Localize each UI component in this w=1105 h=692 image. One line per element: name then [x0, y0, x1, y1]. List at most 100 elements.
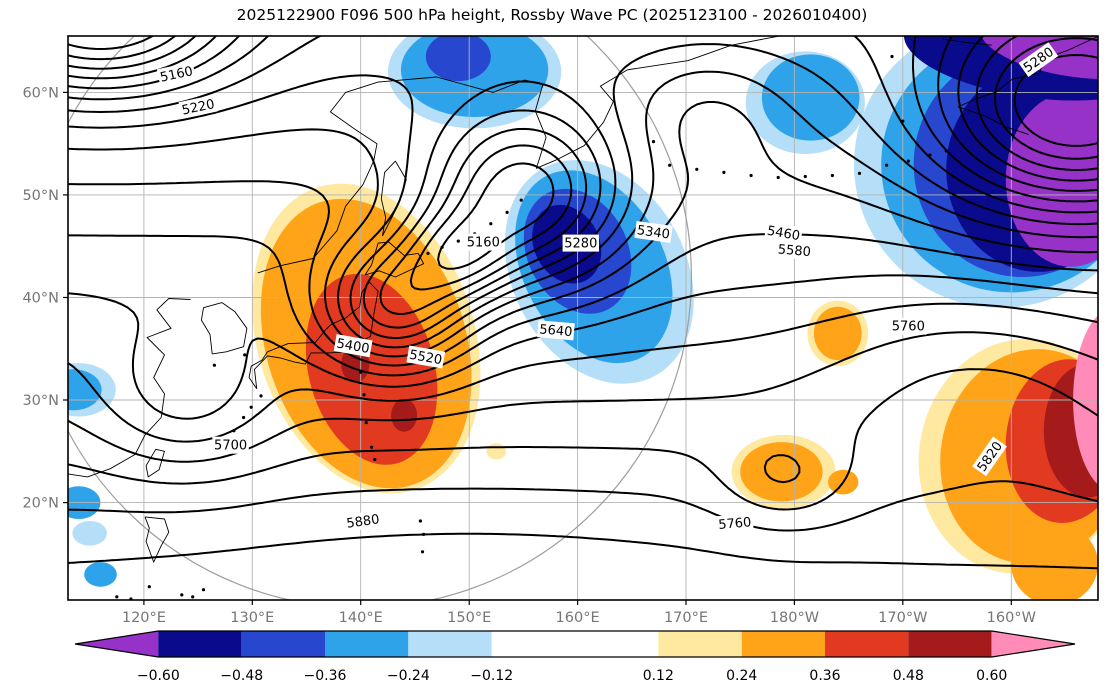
contour-label-bg — [343, 510, 383, 532]
contour-label-bg — [775, 240, 814, 261]
colorbar-outline — [74, 630, 1076, 658]
y-axis-tick-label: 30°N — [22, 393, 59, 409]
coastline — [68, 298, 191, 478]
contour-line — [68, 36, 1098, 329]
colorbar-tick-label: −0.60 — [137, 668, 180, 684]
colorbar-segment — [908, 631, 992, 657]
contour-label-bg — [1018, 42, 1059, 78]
contour-label-text: 5160 — [467, 236, 500, 251]
y-axis-tick-label: 50°N — [22, 188, 59, 204]
contour-label-text: 5580 — [777, 242, 811, 260]
colorbar-tick-label: 0.24 — [726, 668, 757, 684]
island-point — [668, 163, 672, 167]
x-axis-tick-label: 150°E — [447, 610, 491, 626]
coastline — [200, 302, 248, 355]
colorbar-tick-label: 0.48 — [893, 668, 924, 684]
contour-line — [68, 36, 1098, 291]
shade-region — [72, 521, 107, 546]
contour-label: 5760 — [890, 317, 927, 335]
x-axis-tick-label: 140°E — [339, 610, 383, 626]
contour-label-bg — [156, 61, 196, 86]
island-point — [212, 363, 216, 367]
coastline — [257, 36, 780, 274]
island-point — [242, 415, 246, 420]
island-point — [180, 593, 184, 597]
island-point — [147, 585, 151, 589]
island-point — [722, 170, 726, 174]
island-point — [201, 588, 206, 592]
colorbar-tick-label: 0.12 — [643, 668, 674, 684]
contour-label: 5160 — [465, 233, 502, 251]
contour-line — [68, 36, 1098, 160]
island-point — [857, 171, 862, 175]
island-point — [695, 167, 699, 171]
island-point — [890, 54, 894, 59]
island-point — [373, 457, 377, 462]
contour-label-bg — [562, 234, 599, 252]
axis-labels: 120°E 130°E 140°E 150°E 160°E 170°E 180°W 170°W… — [22, 85, 1035, 626]
island-point — [115, 595, 119, 599]
island-point — [456, 239, 460, 243]
shade-region — [84, 562, 117, 587]
contour-label-text: 5520 — [408, 348, 443, 369]
x-axis-tick-label: 180°W — [770, 610, 819, 626]
contour-label-bg — [634, 220, 673, 243]
contour-label-bg — [465, 233, 502, 251]
plot-border — [67, 35, 1099, 601]
island-point — [651, 140, 656, 144]
colorbar-tick-label: −0.12 — [470, 668, 513, 684]
contour-line — [68, 368, 1098, 511]
island-point — [243, 353, 247, 357]
contour-label: 5160 — [156, 61, 196, 86]
colorbar-segment — [408, 631, 492, 657]
contour-label-bg — [178, 94, 218, 119]
contour-label-bg — [764, 221, 803, 245]
contour-line — [68, 70, 1098, 358]
island-point — [259, 394, 263, 398]
x-axis-tick-label: 160°W — [987, 610, 1036, 626]
contour-label: 5880 — [343, 510, 383, 532]
contour-line — [68, 233, 1098, 377]
colorbar-segment — [825, 631, 909, 657]
colorbar-segment — [658, 631, 742, 657]
colorbar-segment — [325, 631, 409, 657]
contour-line — [68, 36, 1098, 339]
contour-label-text: 5160 — [159, 64, 194, 86]
contour-label: 5700 — [212, 436, 249, 454]
colorbar-segment — [241, 631, 325, 657]
contour-label: 5340 — [634, 220, 673, 243]
coastline — [248, 281, 379, 390]
colorbar-right-arrow — [991, 631, 1075, 657]
x-axis-tick-label: 120°E — [122, 610, 166, 626]
island-point — [364, 421, 368, 425]
island-point — [830, 173, 835, 178]
island-point — [906, 159, 910, 163]
contour-label-bg — [972, 436, 1008, 477]
x-axis-tick-label: 160°E — [556, 610, 600, 626]
contour-label-text: 5280 — [564, 237, 597, 252]
shade-region — [761, 54, 860, 141]
contour-label-text: 5340 — [636, 223, 671, 242]
colorbar-tick-label: 0.60 — [976, 668, 1007, 684]
island-point — [418, 519, 422, 523]
island-point — [803, 174, 807, 179]
shade-region — [391, 399, 418, 432]
colorbar-left-arrow — [75, 631, 159, 657]
island-point — [776, 175, 780, 180]
graticule-layer — [68, 36, 1098, 600]
range-circle — [68, 36, 692, 600]
contour-label: 5220 — [178, 94, 218, 119]
contour-line — [68, 100, 1098, 367]
contour-label: 5460 — [764, 221, 803, 245]
x-axis-tick-label: 130°E — [230, 610, 274, 626]
island-point — [519, 198, 523, 202]
contour-label-bg — [715, 513, 754, 534]
colorbar-segment — [158, 631, 242, 657]
y-axis-tick-label: 20°N — [22, 496, 59, 512]
island-point — [489, 222, 493, 226]
island-point — [426, 251, 430, 255]
colorbar-segment — [491, 631, 659, 657]
shade-region — [486, 443, 507, 460]
